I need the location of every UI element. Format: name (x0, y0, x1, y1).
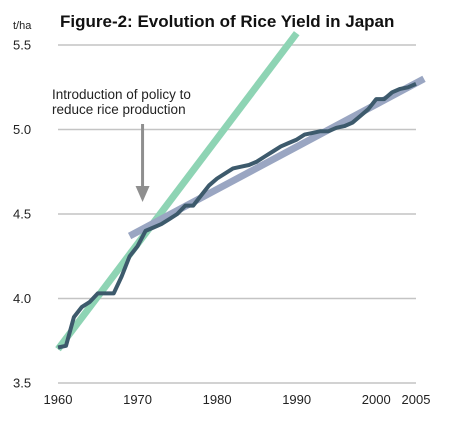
y-axis-tick-labels: 3.5 4.0 4.5 5.0 5.5 (13, 38, 31, 391)
pre-policy-trend-line (55, 31, 300, 352)
x-tick-label-3: 1990 (282, 392, 311, 407)
annotation-arrow-head (135, 186, 150, 202)
y-tick-label-4: 5.5 (13, 38, 31, 53)
x-tick-label-2: 1980 (203, 392, 232, 407)
y-tick-label-0: 3.5 (13, 376, 31, 391)
y-tick-label-1: 4.0 (13, 291, 31, 306)
policy-annotation: Introduction of policy to reduce rice pr… (52, 87, 191, 202)
chart-title: Figure-2: Evolution of Rice Yield in Jap… (60, 12, 394, 31)
y-tick-label-3: 5.0 (13, 122, 31, 137)
x-tick-label-1: 1970 (123, 392, 152, 407)
series-lines (55, 31, 426, 352)
x-tick-label-4: 2000 (362, 392, 391, 407)
y-tick-label-2: 4.5 (13, 207, 31, 222)
yield-series-line (57, 82, 417, 350)
annotation-line-1: Introduction of policy to (52, 87, 191, 102)
x-axis-tick-labels: 1960 1970 1980 1990 2000 2005 (44, 392, 431, 407)
x-tick-label-5: 2005 (402, 392, 431, 407)
gridlines (58, 44, 416, 384)
annotation-line-2: reduce rice production (52, 102, 186, 117)
y-unit-label: t/ha (13, 20, 32, 32)
x-tick-label-0: 1960 (44, 392, 73, 407)
